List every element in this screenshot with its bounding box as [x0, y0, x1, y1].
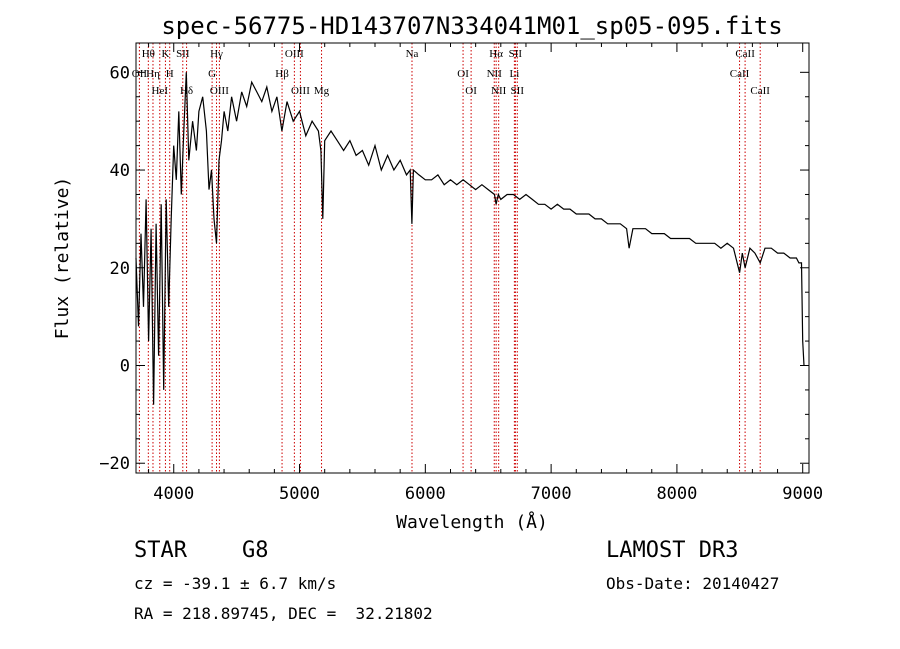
spectral-line-label: SII	[511, 85, 525, 97]
observation-date: Obs-Date: 20140427	[606, 574, 780, 593]
y-axis: −20 0 20 40 60	[99, 63, 809, 474]
x-tick-label: 6000	[405, 484, 446, 504]
x-tick-label: 7000	[531, 484, 572, 504]
y-axis-label: Flux (relative)	[52, 177, 73, 340]
spectral-line-label: HeI	[152, 85, 169, 97]
spectral-line-label: Hβ	[275, 68, 289, 80]
flux-series-line	[135, 72, 805, 405]
spectral-line-label: OIII	[210, 85, 229, 97]
y-tick-label: 0	[120, 357, 130, 377]
y-tick-label: 60	[110, 63, 130, 83]
spectral-line-label: Na	[406, 48, 419, 60]
survey-name: LAMOST DR3	[606, 538, 739, 563]
spectral-line-label: OIII	[291, 85, 310, 97]
spectral-line-label: OIII	[285, 48, 304, 60]
y-tick-label: 20	[110, 259, 130, 279]
spectral-line-label: OI	[457, 68, 469, 80]
x-tick-label: 8000	[656, 484, 697, 504]
spectral-line-label: Mg	[314, 85, 330, 97]
y-tick-label: 40	[110, 161, 130, 181]
object-class: STAR	[134, 538, 187, 563]
y-tick-label: −20	[99, 454, 130, 474]
x-axis-label: Wavelength (Å)	[396, 511, 548, 533]
sky-coordinates: RA = 218.89745, DEC = 32.21802	[134, 604, 433, 623]
spectral-line-label: SII	[176, 48, 190, 60]
spectral-line-markers	[138, 43, 761, 473]
spectral-line-labels: HθOIIHeIKHηHδSIIHOIIIHγGOIIIOIIIHβMgNaOI…	[132, 48, 771, 97]
spectral-line-label: G	[208, 68, 216, 80]
spectral-line-label: Hα	[489, 48, 503, 60]
spectral-line-label: CaII	[735, 48, 755, 60]
spectral-line-label: K	[161, 48, 169, 60]
spectral-line-label: CaII	[750, 85, 770, 97]
plot-frame	[135, 42, 810, 474]
radial-velocity: cz = -39.1 ± 6.7 km/s	[134, 574, 337, 593]
spectral-line-label: OII	[132, 68, 148, 80]
spectral-line-label: SII	[509, 48, 523, 60]
spectral-line-label: H	[166, 68, 174, 80]
x-axis: 4000 5000 6000 7000 8000 9000	[148, 43, 823, 504]
chart-title: spec-56775-HD143707N334041M01_sp05-095.f…	[161, 12, 782, 40]
spectral-line-label: Hθ	[142, 48, 155, 60]
spectral-line-label: OI	[465, 85, 477, 97]
object-subclass: G8	[242, 538, 269, 563]
x-tick-label: 5000	[279, 484, 320, 504]
spectral-line-label: NII	[487, 68, 503, 80]
x-tick-label: 9000	[782, 484, 823, 504]
spectral-line-label: CaII	[730, 68, 750, 80]
spectral-line-label: Hγ	[210, 48, 223, 60]
x-tick-label: 4000	[153, 484, 194, 504]
spectral-line-label: Li	[509, 68, 519, 80]
spectral-line-label: Hη	[146, 68, 160, 80]
spectral-line-label: NII	[491, 85, 507, 97]
